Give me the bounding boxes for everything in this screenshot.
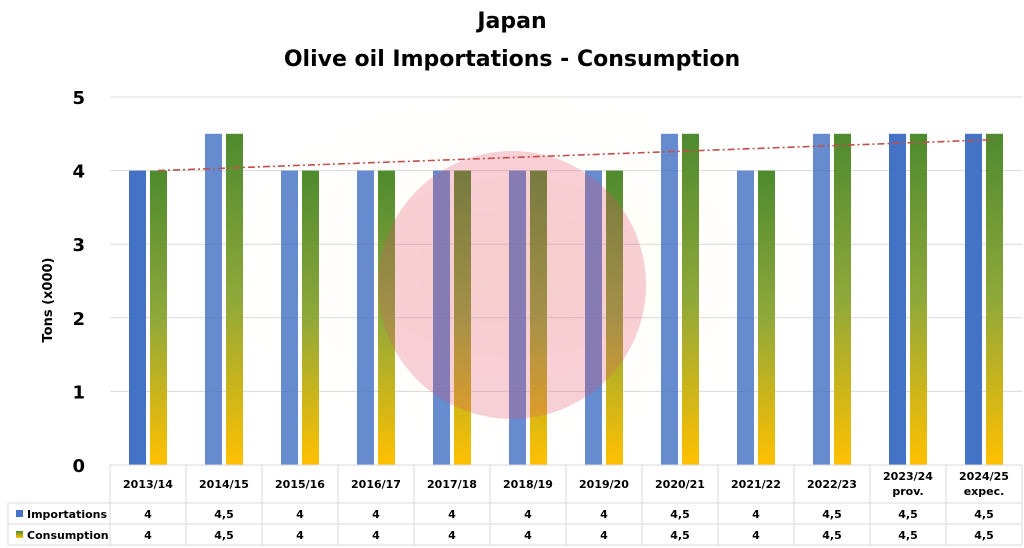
bar-importations <box>737 170 754 465</box>
y-tick-label: 5 <box>72 88 85 109</box>
chart-title-line2: Olive oil Importations - Consumption <box>284 47 740 72</box>
data-label-importations: 4,5 <box>214 508 234 521</box>
data-label-consumption: 4 <box>524 529 532 542</box>
data-label-importations: 4 <box>372 508 380 521</box>
bar-consumption <box>910 133 927 466</box>
chart-title-line1: Japan <box>475 9 546 34</box>
gridlines <box>110 96 1022 392</box>
bar-consumption <box>834 133 851 466</box>
data-label-importations: 4,5 <box>670 508 690 521</box>
bar-importations <box>205 133 222 466</box>
x-tick-label: 2022/23 <box>807 478 857 491</box>
x-tick-label: 2020/21 <box>655 478 705 491</box>
bar-consumption <box>302 170 319 465</box>
data-label-importations: 4 <box>144 508 152 521</box>
legend-key-consumption <box>16 531 23 538</box>
legend-key-importations <box>16 510 23 517</box>
data-label-importations: 4 <box>600 508 608 521</box>
bar-importations <box>813 133 830 466</box>
y-axis-label: Tons (x000) <box>41 258 56 343</box>
bar-consumption <box>758 170 775 465</box>
x-tick-label: 2021/22 <box>731 478 781 491</box>
y-tick-label: 1 <box>72 382 85 403</box>
bar-consumption <box>150 170 167 465</box>
bar-consumption <box>378 170 395 465</box>
bar-importations <box>661 133 678 466</box>
bars <box>129 133 1003 466</box>
data-label-importations: 4 <box>752 508 760 521</box>
bar-consumption <box>606 170 623 465</box>
bar-importations <box>585 170 602 465</box>
data-label-consumption: 4 <box>752 529 760 542</box>
y-tick-label: 0 <box>72 456 85 477</box>
data-label-importations: 4,5 <box>822 508 842 521</box>
bar-importations <box>357 170 374 465</box>
x-tick-label: 2017/18 <box>427 478 477 491</box>
bar-importations <box>509 170 526 465</box>
x-tick-label: 2014/15 <box>199 478 249 491</box>
data-label-importations: 4 <box>296 508 304 521</box>
trendline-consumption <box>157 138 995 172</box>
bar-consumption <box>986 133 1003 466</box>
legend-label-consumption: Consumption <box>27 529 109 542</box>
x-tick-label: 2019/20 <box>579 478 629 491</box>
red-circle-overlay <box>378 151 646 419</box>
bar-consumption <box>682 133 699 466</box>
x-tick-sublabel: prov. <box>892 485 923 498</box>
x-tick-label: 2018/19 <box>503 478 553 491</box>
trendline <box>157 138 995 172</box>
bar-consumption <box>226 133 243 466</box>
data-label-importations: 4 <box>524 508 532 521</box>
data-label-importations: 4,5 <box>898 508 918 521</box>
x-tick-label: 2023/24 <box>883 470 933 483</box>
data-label-consumption: 4,5 <box>974 529 994 542</box>
data-table: 2013/14 2014/15 2015/16 2016/17 2017/18 2018/… <box>7 464 1023 546</box>
data-label-importations: 4 <box>448 508 456 521</box>
data-label-consumption: 4,5 <box>898 529 918 542</box>
data-label-consumption: 4,5 <box>214 529 234 542</box>
data-label-consumption: 4 <box>144 529 152 542</box>
bar-consumption <box>530 170 547 465</box>
x-tick-label: 2013/14 <box>123 478 173 491</box>
legend-label-importations: Importations <box>27 508 108 521</box>
bar-importations <box>965 133 982 466</box>
x-tick-label: 2024/25 <box>959 470 1009 483</box>
y-tick-label: 2 <box>72 309 85 330</box>
x-tick-label: 2016/17 <box>351 478 401 491</box>
data-label-importations: 4,5 <box>974 508 994 521</box>
x-tick-label: 2015/16 <box>275 478 325 491</box>
y-tick-label: 4 <box>72 162 85 183</box>
x-tick-sublabel: expec. <box>964 485 1005 498</box>
data-label-consumption: 4 <box>296 529 304 542</box>
data-label-consumption: 4 <box>372 529 380 542</box>
bar-importations <box>433 170 450 465</box>
bar-importations <box>129 170 146 465</box>
bar-importations <box>281 170 298 465</box>
y-tick-label: 3 <box>72 235 85 256</box>
y-axis-ticks: 0 1 2 3 4 5 <box>72 88 85 477</box>
data-label-consumption: 4,5 <box>822 529 842 542</box>
data-label-consumption: 4 <box>448 529 456 542</box>
data-label-consumption: 4 <box>600 529 608 542</box>
data-label-consumption: 4,5 <box>670 529 690 542</box>
bar-importations <box>889 133 906 466</box>
bar-consumption <box>454 170 471 465</box>
